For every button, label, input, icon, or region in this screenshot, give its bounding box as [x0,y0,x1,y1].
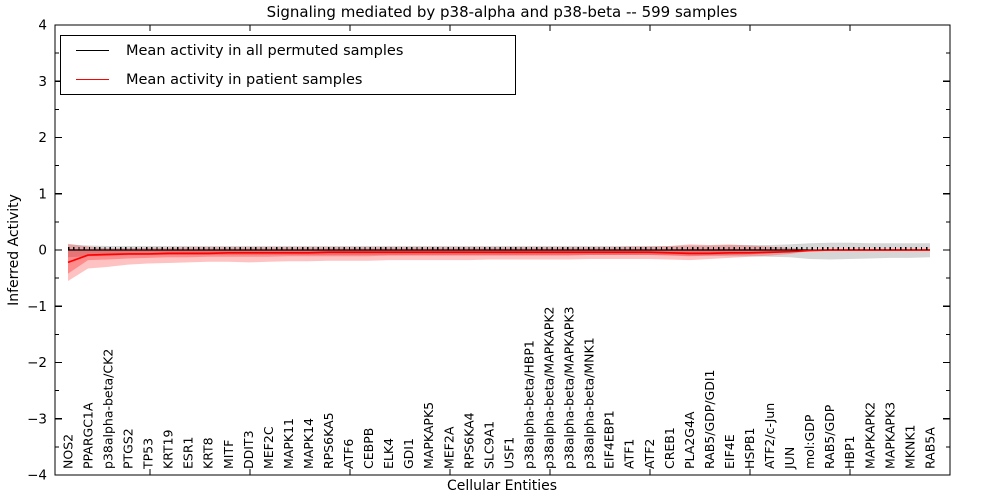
x-tick-label: CREB1 [662,427,677,469]
x-tick-label: ATF6 [341,439,356,469]
x-tick-label: KRT19 [161,429,176,469]
legend-entry-patient: Mean activity in patient samples [61,66,515,94]
x-tick-label: RAB5/GDP [822,404,837,469]
legend-entry-permuted: Mean activity in all permuted samples [61,37,515,65]
x-tick-label: ATF2 [642,439,657,469]
y-tick-label: −2 [27,355,47,371]
x-tick-label: EIF4EBP1 [602,410,617,469]
x-axis-label: Cellular Entities [446,478,558,494]
y-tick-label: 0 [38,243,47,259]
y-tick-label: −4 [27,468,47,484]
x-tick-label: mol:GDP [802,414,817,469]
x-tick-label: NOS2 [60,434,75,469]
x-tick-label: MAPKAPK5 [421,402,436,469]
x-tick-label: ELK4 [381,438,396,469]
band-patient-range-inner [68,248,930,274]
permuted-line-sample-icon [76,50,109,51]
x-tick-label: MAPK11 [281,418,296,469]
x-tick-label: PLA2G4A [682,411,697,469]
legend-label-patient: Mean activity in patient samples [126,71,363,88]
x-tick-label: p38alpha-beta/MAPKAPK2 [542,307,557,470]
x-tick-label: p38alpha-beta/HBP1 [521,340,536,469]
x-tick-label: MAPKAPK3 [882,402,897,469]
x-tick-label: ATF2/c-Jun [762,403,777,469]
x-tick-label: SLC9A1 [481,421,496,469]
y-tick-label: 4 [38,18,47,34]
x-tick-label: MITF [221,440,236,469]
x-tick-label: GDI1 [401,438,416,469]
x-tick-label: p38alpha-beta/MAPKAPK3 [562,307,577,470]
y-tick-label: −1 [27,299,47,315]
patient-line-sample-icon [76,79,109,80]
x-tick-label: KRT8 [201,437,216,469]
y-tick-label: −3 [27,411,47,427]
x-tick-label: p38alpha-beta/CK2 [100,349,115,469]
y-tick-label: 3 [38,74,47,90]
band-permuted-range [68,242,930,260]
x-tick-label: HSPB1 [742,428,757,469]
x-tick-label: MKNK1 [902,425,917,469]
patient-mean-line [67,249,930,264]
chart-title: Signaling mediated by p38-alpha and p38-… [266,3,738,21]
x-tick-label: MEF2A [441,426,456,469]
x-tick-label: CEBPB [361,428,376,469]
legend: Mean activity in all permuted samples Me… [60,35,516,95]
x-tick-label: RPS6KA4 [461,412,476,469]
x-tick-label: ATF1 [622,439,637,469]
y-tick-label: 2 [38,130,47,146]
x-tick-label: MEF2C [261,426,276,469]
legend-label-permuted: Mean activity in all permuted samples [126,42,404,59]
x-tick-label: DDIT3 [241,430,256,469]
x-tick-label: RPS6KA5 [321,412,336,469]
x-tick-label: TP53 [141,438,156,470]
x-tick-label: MAPKAPK2 [862,402,877,469]
x-tick-label: PTGS2 [121,428,136,469]
x-tick-label: RAB5A [922,427,937,469]
x-tick-label: RAB5/GDP/GDI1 [702,370,717,469]
x-tick-label: p38alpha-beta/MNK1 [582,337,597,469]
x-tick-label: JUN [782,447,797,470]
x-tick-label: ESR1 [181,437,196,469]
x-tick-label: USF1 [501,437,516,469]
x-tick-label: PPARGC1A [80,402,95,469]
x-tick-label: HBP1 [842,436,857,469]
x-tick-label: EIF4E [722,434,737,469]
x-tick-label: MAPK14 [301,418,316,469]
y-tick-label: 1 [38,186,47,202]
y-axis-label: Inferred Activity [6,194,22,306]
